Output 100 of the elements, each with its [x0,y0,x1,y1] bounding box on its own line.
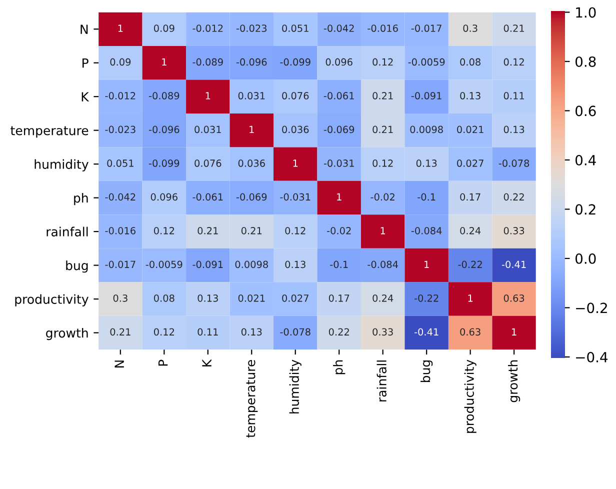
x-tick-label: N [114,360,124,368]
data-label: 0.21 [110,328,130,336]
data-label: -0.089 [148,92,180,100]
x-tick-label: rainfall [376,360,386,402]
data-label: -0.091 [192,260,223,268]
y-tick-label: growth [46,328,88,340]
data-label: -0.069 [324,126,354,134]
data-label: 0.051 [107,160,134,167]
data-label: -0.016 [368,24,398,32]
data-label: 0.17 [328,294,350,302]
data-label: 0.08 [460,58,480,66]
x-tick-label: K [202,359,212,366]
data-label: 0.22 [328,328,349,336]
y-tick-label: humidity [34,159,88,172]
data-label: -0.1 [330,260,348,268]
x-tick-label: P [158,360,168,366]
data-label: 0.17 [460,193,480,201]
data-label: -0.02 [327,227,351,234]
x-tick-label: productivity [464,360,476,433]
data-label: 0.021 [238,294,265,302]
data-label: -0.02 [370,193,394,201]
data-label: -0.099 [280,58,310,66]
data-label: 1 [250,126,254,133]
data-label: -0.0059 [146,260,182,268]
data-label: -0.41 [414,328,438,336]
data-label: 0.027 [457,160,484,167]
data-label: 0.13 [285,260,306,268]
y-tick-label: rainfall [46,226,88,236]
data-label: 0.036 [282,126,309,134]
data-label: -0.012 [192,24,223,32]
data-label: -0.031 [280,193,310,201]
data-label: -0.41 [502,260,526,268]
data-label: 0.13 [198,294,218,302]
data-label: 0.33 [504,227,524,234]
color-bar-label: −0.2 [576,302,607,314]
data-label: -0.22 [414,294,438,302]
data-label: 0.11 [504,92,524,100]
data-label: 0.13 [416,160,437,167]
data-label: 0.3 [463,24,478,32]
data-label: 0.076 [282,92,309,100]
x-tick-label: temperature [246,360,258,438]
y-tick-label: N [80,24,88,34]
y-tick-label: K [82,92,90,102]
data-label: -0.1 [418,193,436,201]
data-label: -0.042 [324,24,354,32]
y-tick-label: ph [74,193,88,206]
data-label: 0.12 [372,58,393,66]
data-label: 0.0098 [410,126,443,134]
data-label: 0.11 [198,328,218,336]
data-label: -0.042 [105,193,136,201]
data-label: 0.21 [504,24,524,32]
data-label: 0.027 [282,294,308,302]
x-tick-label: growth [508,360,520,402]
data-label: -0.061 [192,193,223,201]
data-label: 0.096 [326,58,352,66]
data-label: -0.012 [105,92,136,100]
data-label: 1 [512,328,516,336]
data-label: 1 [118,24,123,32]
y-tick-label: P [82,58,88,68]
data-label: 0.12 [154,227,174,234]
color-bar-label: 0.6 [576,106,596,116]
color-bar-label: 0.0 [576,253,596,264]
y-tick-label: temperature [10,126,88,138]
color-bar-label: −0.4 [576,352,608,362]
data-label: -0.023 [105,126,136,134]
data-label: -0.084 [411,227,442,234]
data-label: 1 [380,227,386,234]
data-label: -0.078 [280,328,310,336]
data-label: -0.017 [411,24,442,32]
color-bar-label: 1.0 [576,7,596,18]
data-label: 0.63 [460,328,480,336]
data-label: 0.13 [504,126,524,134]
data-label: 1 [206,92,210,100]
data-label: 0.21 [241,227,262,234]
data-label: 0.051 [282,24,308,32]
data-label: 0.12 [154,328,174,336]
color-bar-label: 0.2 [576,204,596,215]
data-label: -0.084 [368,260,398,268]
data-label: 0.13 [241,328,262,336]
data-label: -0.016 [105,227,136,234]
y-tick-label: productivity [15,294,88,306]
x-tick-label: ph [333,360,346,374]
data-label: 0.021 [457,126,484,134]
data-label: -0.096 [236,58,267,66]
data-label: -0.031 [324,160,354,167]
data-label: -0.017 [105,260,136,268]
x-tick-label: humidity [289,360,302,414]
data-label: 0.08 [154,294,174,302]
data-label: -0.069 [236,193,267,201]
data-label: -0.096 [148,126,180,134]
data-label: 0.0098 [235,260,268,268]
data-label: 0.13 [460,92,480,100]
data-label: 0.031 [194,126,221,134]
data-label: -0.22 [458,260,482,268]
data-label: 1 [468,294,473,302]
data-label: -0.091 [411,92,442,100]
color-bar-label: 0.8 [576,56,596,67]
data-label: 0.21 [198,227,218,234]
data-label: 0.036 [238,160,265,167]
data-label: -0.023 [236,24,267,32]
